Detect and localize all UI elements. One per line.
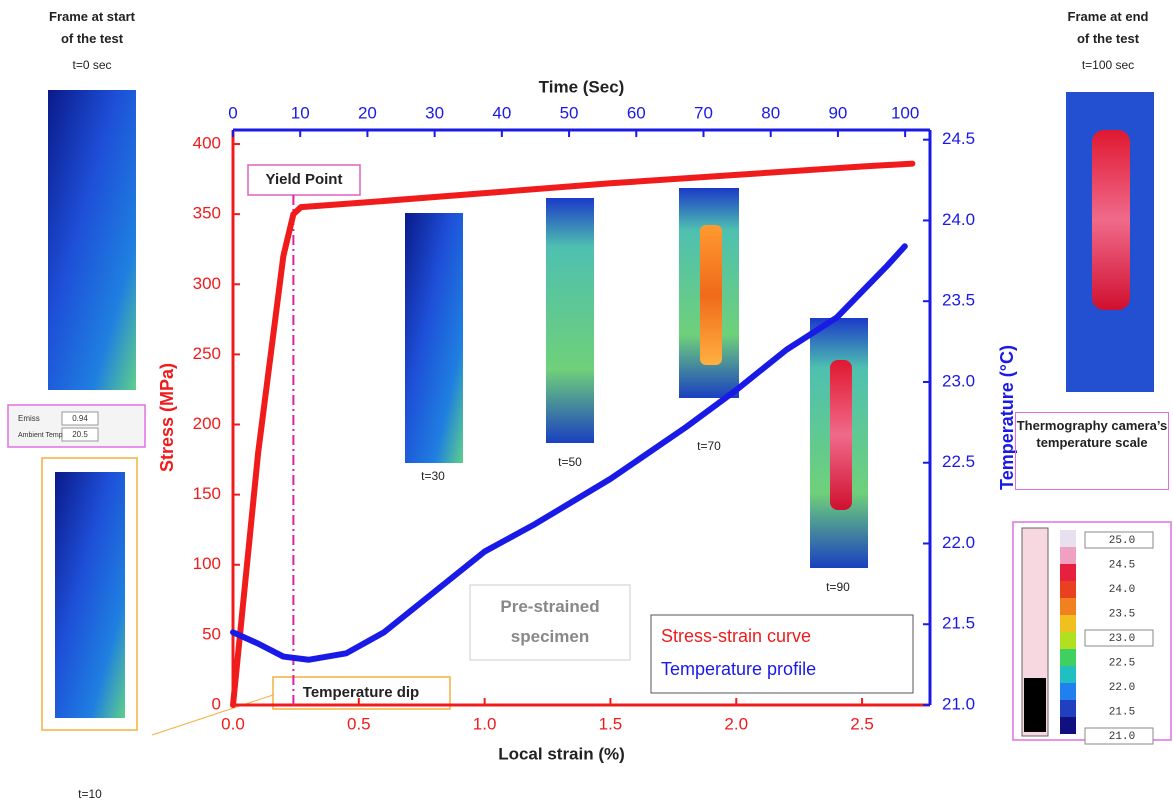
scale-slider-fill xyxy=(1024,678,1046,732)
y-tick-label: 300 xyxy=(193,274,221,293)
scale-label: 24.0 xyxy=(1109,584,1135,596)
x-tick-label: 2.5 xyxy=(850,714,874,733)
y-tick-label: 250 xyxy=(193,344,221,363)
specimen-box xyxy=(469,584,631,661)
y2-tick-label: 24.5 xyxy=(942,129,975,148)
colorbar-cell xyxy=(1060,564,1076,581)
colorbar-cell xyxy=(1060,615,1076,632)
scale-field xyxy=(1084,531,1154,549)
x2-tick-label: 30 xyxy=(425,103,444,122)
y2-tick-label: 24.0 xyxy=(942,210,975,229)
colorbar-cell xyxy=(1060,666,1076,683)
colorbar-cell xyxy=(1060,581,1076,598)
y2-tick-label: 23.5 xyxy=(942,291,975,310)
ambient-value: 20.5 xyxy=(72,430,88,439)
ambient-label: Ambient Temp xyxy=(18,432,63,439)
colorbar-cell xyxy=(1060,598,1076,615)
y-tick-label: 350 xyxy=(193,204,221,223)
x2-tick-label: 0 xyxy=(228,103,237,122)
colorbar-cell xyxy=(1060,717,1076,734)
legend-label: Temperature profile xyxy=(661,659,816,679)
scale-label: 21.0 xyxy=(1109,731,1135,743)
x-tick-label: 0.0 xyxy=(221,714,245,733)
end-frame-title: Frame at end of the test xyxy=(1068,9,1149,46)
scale-label: 23.5 xyxy=(1109,608,1135,620)
x2-tick-label: 90 xyxy=(828,103,847,122)
dip-label: Temperature dip xyxy=(303,684,419,701)
colorbar-cell xyxy=(1060,649,1076,666)
y-tick-label: 200 xyxy=(193,414,221,433)
frame-label: t=90 xyxy=(826,580,850,594)
x2-tick-label: 20 xyxy=(358,103,377,122)
series-line xyxy=(230,160,916,708)
frame-label: t=10 xyxy=(78,787,102,801)
scale-label: 22.0 xyxy=(1109,682,1135,694)
colorbar-cell xyxy=(1060,683,1076,700)
y-tick-label: 0 xyxy=(212,694,221,713)
y2-tick-label: 22.0 xyxy=(942,533,975,552)
x2-tick-label: 100 xyxy=(891,103,919,122)
x-tick-label: 0.5 xyxy=(347,714,371,733)
frame-label: t=30 xyxy=(421,469,445,483)
colorbar-cell xyxy=(1060,700,1076,717)
emiss-value: 0.94 xyxy=(72,414,88,423)
specimen-label: Pre-strained specimen xyxy=(500,597,599,646)
colorbar: 25.0 24.5 24.0 23.5 23.0 22.5 22.0 21.5 21.0 xyxy=(1060,530,1154,745)
y2-tick-label: 23.0 xyxy=(942,371,975,390)
y-axis-title: Stress (MPa) xyxy=(157,363,177,472)
colorbar-cell xyxy=(1060,547,1076,564)
scale-title: Thermography camera’s temperature scale xyxy=(1015,412,1169,490)
scale-field xyxy=(1084,629,1154,647)
legend-label: Stress-strain curve xyxy=(661,626,811,646)
scale-label: 23.0 xyxy=(1109,633,1135,645)
y-tick-label: 50 xyxy=(202,624,221,643)
scale-label: 25.0 xyxy=(1109,535,1135,547)
start-frame-title: Frame at start of the test xyxy=(49,9,136,46)
x-tick-label: 2.0 xyxy=(724,714,748,733)
frame-label: t=70 xyxy=(697,439,721,453)
emiss-field xyxy=(61,411,99,426)
connector xyxy=(151,694,274,736)
ambient-field xyxy=(61,427,99,442)
thermal-frames xyxy=(41,90,1154,731)
y2-tick-label: 22.5 xyxy=(942,452,975,471)
colorbar-cell xyxy=(1060,530,1076,547)
x2-tick-label: 60 xyxy=(627,103,646,122)
scale-field xyxy=(1084,727,1154,745)
scale-label: 21.5 xyxy=(1109,706,1135,718)
x2-tick-label: 70 xyxy=(694,103,713,122)
frame-label: t=50 xyxy=(558,455,582,469)
x2-tick-label: 10 xyxy=(291,103,310,122)
y-tick-label: 100 xyxy=(193,554,221,573)
yield-box xyxy=(247,164,361,196)
yield-label: Yield Point xyxy=(266,171,343,188)
y2-axis-title: Temperature (°C) xyxy=(997,345,1017,490)
x-tick-label: 1.0 xyxy=(473,714,497,733)
y-tick-label: 400 xyxy=(193,134,221,153)
start-frame-time: t=0 sec xyxy=(72,58,111,72)
colorbar-cell xyxy=(1060,632,1076,649)
series-line xyxy=(230,243,908,663)
scale-label: 22.5 xyxy=(1109,657,1135,669)
y-tick-label: 150 xyxy=(193,484,221,503)
scale-label: 24.5 xyxy=(1109,559,1135,571)
emiss-label: Emiss xyxy=(18,414,40,423)
x2-axis-title: Time (Sec) xyxy=(539,77,625,96)
y2-tick-label: 21.5 xyxy=(942,614,975,633)
x-tick-label: 1.5 xyxy=(599,714,623,733)
x2-tick-label: 50 xyxy=(560,103,579,122)
y2-tick-label: 21.0 xyxy=(942,694,975,713)
x2-tick-label: 80 xyxy=(761,103,780,122)
x2-tick-label: 40 xyxy=(492,103,511,122)
end-frame-time: t=100 sec xyxy=(1082,58,1134,72)
legend-box xyxy=(650,614,914,694)
x-axis-title: Local strain (%) xyxy=(498,744,625,763)
